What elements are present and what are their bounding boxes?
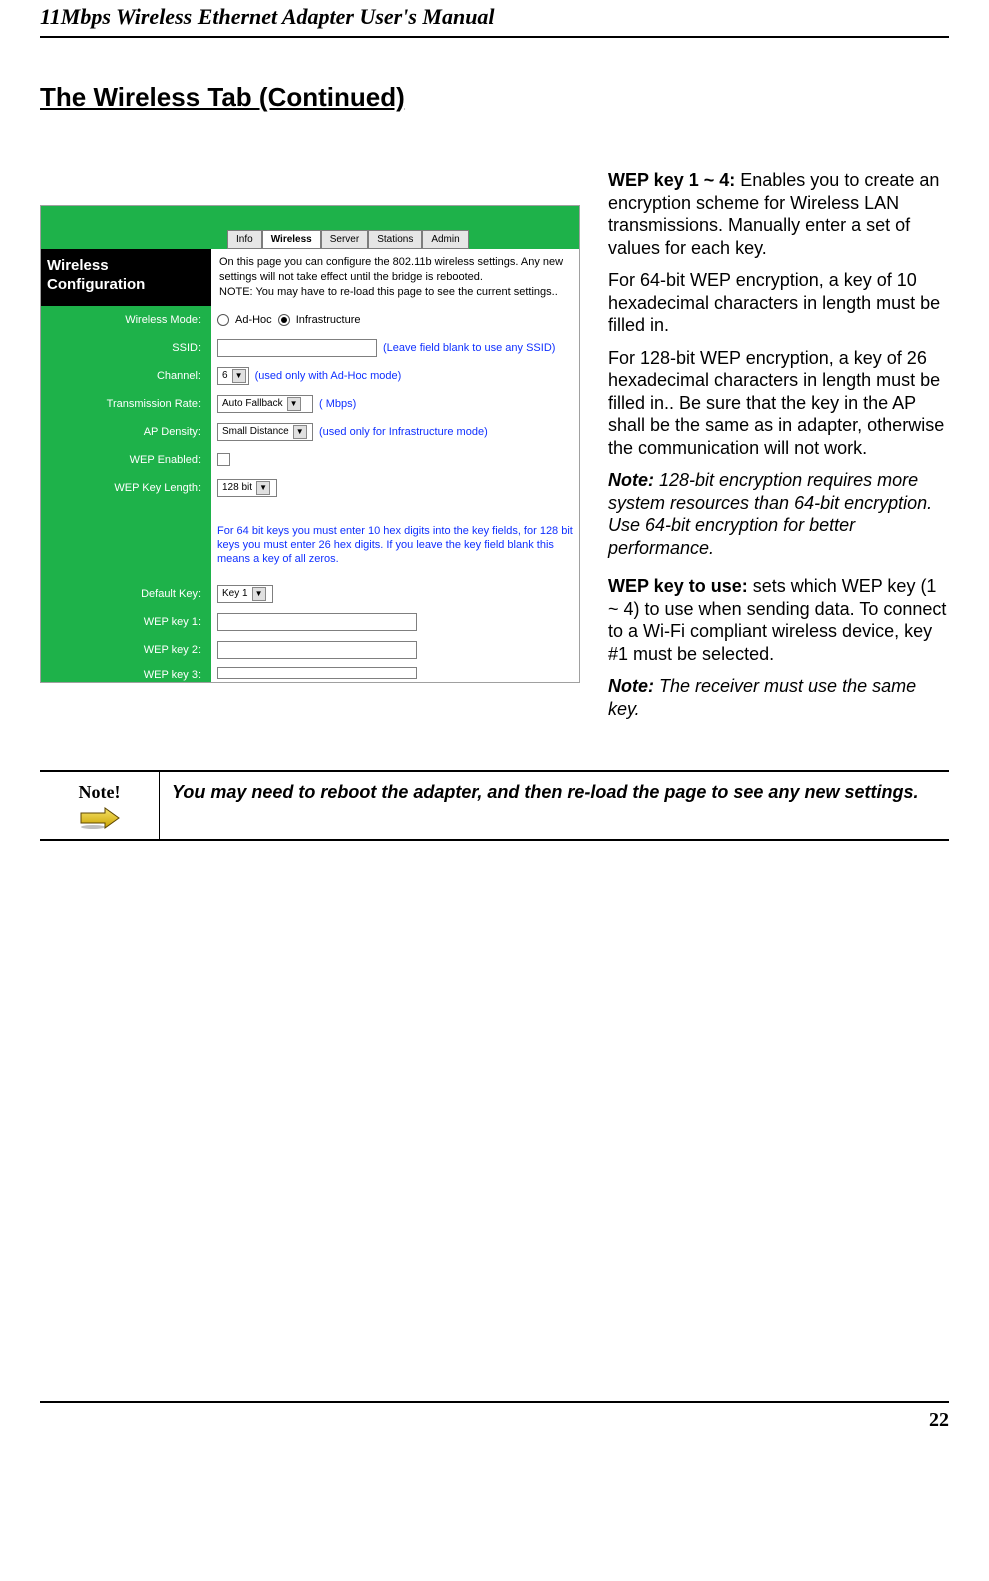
chevron-down-icon: ▼ [232, 369, 246, 383]
input-ssid[interactable] [217, 339, 377, 357]
page-footer: 22 [40, 1401, 949, 1432]
row-wep-enabled: WEP Enabled: [41, 446, 579, 474]
select-ap-density[interactable]: Small Distance ▼ [217, 423, 313, 441]
panel-desc: On this page you can configure the 802.1… [211, 249, 579, 306]
row-default-key: Default Key: Key 1 ▼ [41, 580, 579, 608]
wep-note-text: For 64 bit keys you must enter 10 hex di… [217, 524, 573, 567]
label-default-key: Default Key: [41, 584, 211, 604]
chevron-down-icon: ▼ [293, 425, 307, 439]
para-64bit: For 64-bit WEP encryption, a key of 10 h… [608, 269, 949, 337]
tab-server[interactable]: Server [321, 230, 368, 249]
label-ap-density: AP Density: [41, 422, 211, 442]
select-ap-density-value: Small Distance [222, 426, 289, 437]
row-wep-key2: WEP key 2: [41, 636, 579, 664]
select-default-key-value: Key 1 [222, 588, 248, 599]
note-label: Note! [48, 782, 151, 803]
input-wep-key1[interactable] [217, 613, 417, 631]
radio-infrastructure[interactable] [278, 314, 290, 326]
label-wep-key2: WEP key 2: [41, 640, 211, 660]
select-channel-value: 6 [222, 370, 228, 381]
arrow-icon [79, 807, 121, 829]
panel-title-line1: Wireless [47, 257, 109, 274]
rest-note1: 128-bit encryption requires more system … [608, 470, 932, 558]
input-wep-key3[interactable] [217, 667, 417, 679]
note-text: You may need to reboot the adapter, and … [160, 772, 949, 839]
row-wep-key3: WEP key 3: [41, 664, 579, 682]
app-window: Info Wireless Server Stations Admin Wire… [40, 205, 580, 683]
tab-stations[interactable]: Stations [368, 230, 422, 249]
chevron-down-icon: ▼ [287, 397, 301, 411]
panel-title: Wireless Configuration [41, 249, 211, 306]
para-128bit: For 128-bit WEP encryption, a key of 26 … [608, 347, 949, 460]
hint-tx-rate: ( Mbps) [319, 398, 356, 410]
row-wep-key1: WEP key 1: [41, 608, 579, 636]
tabs-row: Info Wireless Server Stations Admin [41, 230, 579, 249]
para-note1: Note: 128-bit encryption requires more s… [608, 469, 949, 559]
row-ssid: SSID: (Leave field blank to use any SSID… [41, 334, 579, 362]
chevron-down-icon: ▼ [256, 481, 270, 495]
panel-desc-line2: NOTE: You may have to re-load this page … [219, 286, 558, 298]
select-wep-length-value: 128 bit [222, 482, 252, 493]
label-channel: Channel: [41, 366, 211, 386]
label-wep-key3: WEP key 3: [41, 665, 211, 681]
note-box: Note! You may need to reboot the adapter… [40, 770, 949, 841]
select-tx-rate[interactable]: Auto Fallback ▼ [217, 395, 313, 413]
label-wep-note-empty [41, 502, 211, 580]
select-tx-rate-value: Auto Fallback [222, 398, 283, 409]
tab-info[interactable]: Info [227, 230, 262, 249]
page-number: 22 [929, 1409, 949, 1431]
label-wep-enabled: WEP Enabled: [41, 450, 211, 470]
para-wep-key-to-use: WEP key to use: sets which WEP key (1 ~ … [608, 575, 949, 665]
doc-header: 11Mbps Wireless Ethernet Adapter User's … [40, 0, 949, 38]
row-wep-note: For 64 bit keys you must enter 10 hex di… [41, 502, 579, 580]
section-heading: The Wireless Tab (Continued) [40, 82, 949, 113]
input-wep-key2[interactable] [217, 641, 417, 659]
select-default-key[interactable]: Key 1 ▼ [217, 585, 273, 603]
hint-ap-density: (used only for Infrastructure mode) [319, 426, 488, 438]
lead-wep-key-to-use: WEP key to use: [608, 576, 748, 596]
panel-title-line2: Configuration [47, 276, 145, 293]
lead-wep-key-1-4: WEP key 1 ~ 4: [608, 170, 735, 190]
row-tx-rate: Transmission Rate: Auto Fallback ▼ ( Mbp… [41, 390, 579, 418]
label-ssid: SSID: [41, 338, 211, 358]
tab-wireless[interactable]: Wireless [262, 230, 321, 249]
app-green-header [41, 206, 579, 230]
right-text-column: WEP key 1 ~ 4: Enables you to create an … [608, 169, 949, 730]
rest-note2: The receiver must use the same key. [608, 676, 916, 719]
lead-note1: Note: [608, 470, 654, 490]
note-left: Note! [40, 772, 160, 839]
label-wireless-mode: Wireless Mode: [41, 310, 211, 330]
panel-desc-line1: On this page you can configure the 802.1… [219, 256, 563, 283]
tabs: Info Wireless Server Stations Admin [227, 230, 579, 249]
row-channel: Channel: 6 ▼ (used only with Ad-Hoc mode… [41, 362, 579, 390]
para-note2: Note: The receiver must use the same key… [608, 675, 949, 720]
row-wireless-mode: Wireless Mode: Ad-Hoc Infrastructure [41, 306, 579, 334]
tab-admin[interactable]: Admin [422, 230, 468, 249]
hint-ssid: (Leave field blank to use any SSID) [383, 342, 555, 354]
hint-channel: (used only with Ad-Hoc mode) [255, 370, 402, 382]
radio-adhoc[interactable] [217, 314, 229, 326]
select-channel[interactable]: 6 ▼ [217, 367, 249, 385]
label-wep-key1: WEP key 1: [41, 612, 211, 632]
radio-adhoc-label: Ad-Hoc [235, 314, 272, 326]
checkbox-wep-enabled[interactable] [217, 453, 230, 466]
chevron-down-icon: ▼ [252, 587, 266, 601]
row-wep-length: WEP Key Length: 128 bit ▼ [41, 474, 579, 502]
form-area: Wireless Mode: Ad-Hoc Infrastructure SSI… [41, 306, 579, 682]
row-ap-density: AP Density: Small Distance ▼ (used only … [41, 418, 579, 446]
lead-note2: Note: [608, 676, 654, 696]
radio-infrastructure-label: Infrastructure [296, 314, 361, 326]
para-wep-key-1-4: WEP key 1 ~ 4: Enables you to create an … [608, 169, 949, 259]
label-tx-rate: Transmission Rate: [41, 394, 211, 414]
panel-desc-row: Wireless Configuration On this page you … [41, 249, 579, 306]
select-wep-length[interactable]: 128 bit ▼ [217, 479, 277, 497]
two-column-layout: Info Wireless Server Stations Admin Wire… [40, 169, 949, 730]
embedded-screenshot: Info Wireless Server Stations Admin Wire… [40, 169, 580, 683]
label-wep-length: WEP Key Length: [41, 478, 211, 498]
